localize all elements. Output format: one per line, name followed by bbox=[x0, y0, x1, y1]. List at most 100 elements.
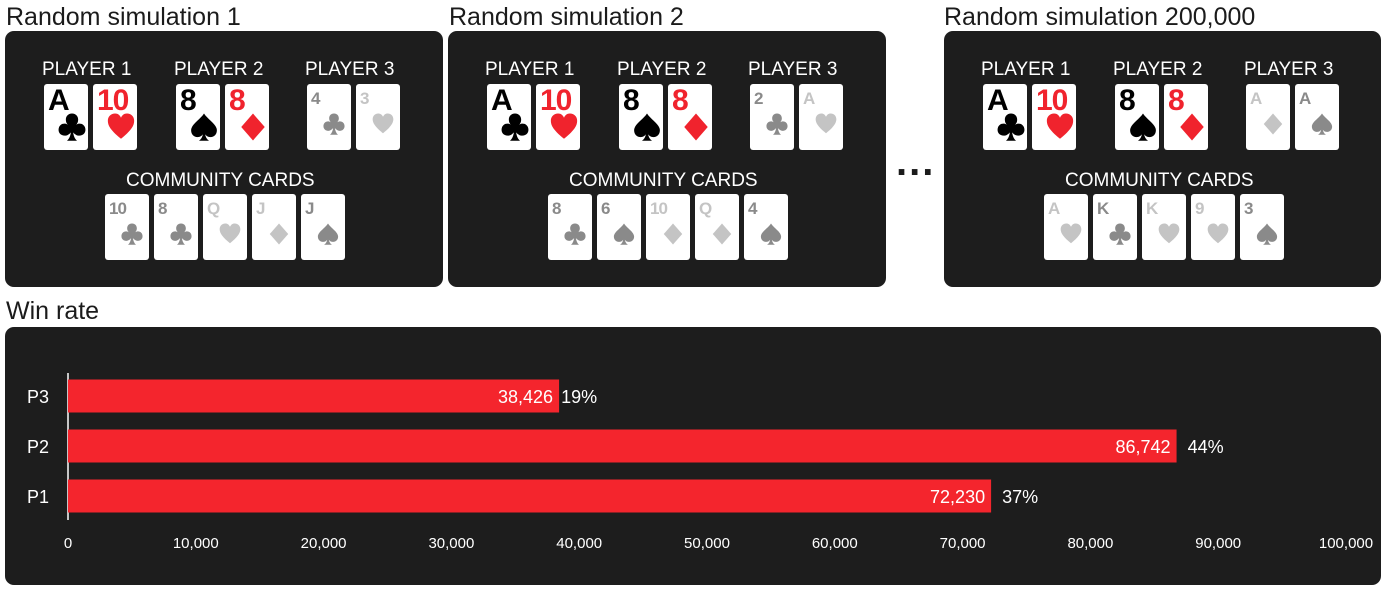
card-rank: J bbox=[305, 199, 315, 218]
player-3-label: PLAYER 3 bbox=[305, 59, 395, 80]
x-tick-label: 0 bbox=[64, 535, 72, 552]
playing-card: 8 bbox=[548, 194, 592, 260]
bar-percent-label: 44% bbox=[1188, 437, 1224, 457]
bar-p1 bbox=[68, 479, 992, 513]
heart-suit-icon bbox=[815, 113, 837, 134]
card-rank: 8 bbox=[552, 199, 562, 218]
player-3-label: PLAYER 3 bbox=[1244, 59, 1334, 80]
diamond-suit-icon bbox=[1263, 113, 1283, 135]
playing-card: A bbox=[983, 84, 1027, 150]
card-rank: J bbox=[256, 199, 266, 218]
x-tick-label: 40,000 bbox=[556, 535, 602, 552]
simulation-1-panel: PLAYER 1 A 10 PLAYER 2 8 8 PLAYER 3 4 3 COMMUNITY… bbox=[5, 31, 443, 287]
diamond-suit-icon bbox=[241, 113, 265, 141]
playing-card: 3 bbox=[356, 84, 400, 150]
card-rank: Q bbox=[699, 199, 712, 218]
spade-suit-icon bbox=[634, 113, 660, 141]
chart-title: Win rate bbox=[6, 297, 100, 325]
card-rank: 9 bbox=[1195, 199, 1205, 218]
card-rank: 8 bbox=[180, 84, 197, 117]
category-label: P1 bbox=[27, 487, 49, 507]
spade-suit-icon bbox=[760, 223, 782, 245]
spade-suit-icon bbox=[1130, 113, 1156, 141]
diamond-suit-icon bbox=[712, 223, 732, 245]
win-rate-chart-panel: P3 38,426 19% P2 86,742 44% P1 72,230 37% 0 10,000… bbox=[5, 327, 1381, 585]
card-rank: A bbox=[48, 84, 70, 117]
playing-card: 3 bbox=[1240, 194, 1284, 260]
player-2-label: PLAYER 2 bbox=[1113, 59, 1203, 80]
playing-card: A bbox=[487, 84, 531, 150]
card-rank: 8 bbox=[623, 84, 640, 117]
heart-suit-icon bbox=[1046, 113, 1074, 139]
club-suit-icon bbox=[997, 113, 1025, 141]
card-rank: 8 bbox=[1168, 84, 1185, 117]
player-2-label: PLAYER 2 bbox=[617, 59, 707, 80]
playing-card: 4 bbox=[307, 84, 351, 150]
playing-card: 8 bbox=[1164, 84, 1208, 150]
playing-card: 8 bbox=[1115, 84, 1159, 150]
heart-suit-icon bbox=[1207, 223, 1229, 244]
heart-suit-icon bbox=[107, 113, 135, 139]
simulation-1-title: Random simulation 1 bbox=[6, 3, 241, 31]
heart-suit-icon bbox=[219, 223, 241, 244]
x-tick-label: 100,000 bbox=[1319, 535, 1373, 552]
card-rank: 10 bbox=[650, 199, 668, 218]
playing-card: 8 bbox=[154, 194, 198, 260]
x-tick-label: 90,000 bbox=[1195, 535, 1241, 552]
playing-card: 9 bbox=[1191, 194, 1235, 260]
ellipsis: ... bbox=[896, 140, 936, 184]
club-suit-icon bbox=[564, 223, 586, 245]
club-suit-icon bbox=[121, 223, 143, 245]
player-1-label: PLAYER 1 bbox=[981, 59, 1071, 80]
simulation-2-title: Random simulation 2 bbox=[449, 3, 684, 31]
card-rank: 10 bbox=[1036, 84, 1068, 117]
card-rank: 2 bbox=[754, 89, 764, 108]
spade-suit-icon bbox=[1256, 223, 1278, 245]
playing-card: 10 bbox=[93, 84, 137, 150]
bar-value-label: 72,230 bbox=[930, 487, 985, 507]
card-rank: A bbox=[803, 89, 815, 108]
card-rank: 6 bbox=[601, 199, 611, 218]
bar-p2 bbox=[68, 429, 1177, 463]
card-rank: 8 bbox=[1119, 84, 1136, 117]
club-suit-icon bbox=[766, 113, 788, 135]
spade-suit-icon bbox=[191, 113, 217, 141]
playing-card: Q bbox=[695, 194, 739, 260]
playing-card: 8 bbox=[668, 84, 712, 150]
club-suit-icon bbox=[170, 223, 192, 245]
playing-card: 4 bbox=[744, 194, 788, 260]
playing-card: A bbox=[1246, 84, 1290, 150]
card-rank: Q bbox=[207, 199, 220, 218]
playing-card: 8 bbox=[225, 84, 269, 150]
bar-value-label: 86,742 bbox=[1116, 437, 1171, 457]
player-1-label: PLAYER 1 bbox=[485, 59, 575, 80]
spade-suit-icon bbox=[613, 223, 635, 245]
club-suit-icon bbox=[1109, 223, 1131, 245]
card-rank: 8 bbox=[672, 84, 689, 117]
card-rank: 3 bbox=[360, 89, 370, 108]
club-suit-icon bbox=[501, 113, 529, 141]
card-rank: A bbox=[1048, 199, 1060, 218]
player-3-label: PLAYER 3 bbox=[748, 59, 838, 80]
simulation-200000-panel: PLAYER 1 A 10 PLAYER 2 8 8 PLAYER 3 A A COMMUNITY… bbox=[944, 31, 1381, 287]
club-suit-icon bbox=[58, 113, 86, 141]
diamond-suit-icon bbox=[269, 223, 289, 245]
heart-suit-icon bbox=[550, 113, 578, 139]
playing-card: 8 bbox=[619, 84, 663, 150]
card-rank: 10 bbox=[109, 199, 127, 218]
card-rank: 10 bbox=[97, 84, 129, 117]
diamond-suit-icon bbox=[1180, 113, 1204, 141]
card-rank: 8 bbox=[229, 84, 246, 117]
playing-card: J bbox=[301, 194, 345, 260]
playing-card: Q bbox=[203, 194, 247, 260]
playing-card: 2 bbox=[750, 84, 794, 150]
win-rate-chart: P3 38,426 19% P2 86,742 44% P1 72,230 37% 0 10,000… bbox=[27, 373, 1373, 552]
card-rank: A bbox=[1250, 89, 1262, 108]
spade-suit-icon bbox=[317, 223, 339, 245]
category-label: P3 bbox=[27, 387, 49, 407]
diamond-suit-icon bbox=[663, 223, 683, 245]
x-tick-label: 20,000 bbox=[301, 535, 347, 552]
playing-card: 10 bbox=[646, 194, 690, 260]
card-rank: 10 bbox=[540, 84, 572, 117]
playing-card: K bbox=[1142, 194, 1186, 260]
